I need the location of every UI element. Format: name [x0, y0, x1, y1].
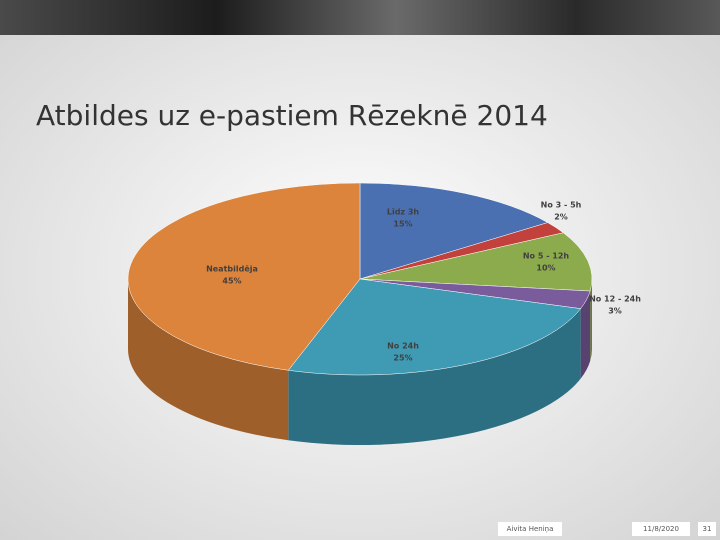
footer-box	[498, 522, 562, 536]
slice-side	[288, 308, 581, 445]
slice-side	[128, 279, 289, 441]
slice-value-label: 45%	[222, 277, 241, 286]
slice	[287, 278, 582, 376]
footer-box	[632, 522, 690, 536]
slice-side	[580, 291, 591, 379]
pie-chart: Līdz 3h 15% No 3 - 5h 2% No 5 - 12h 10% No 12 …	[127, 182, 641, 445]
slice-label: No 3 - 5h	[541, 201, 582, 210]
slice-side	[590, 279, 592, 362]
footer-page: 31	[703, 525, 712, 533]
slice-value-label: 2%	[554, 213, 568, 222]
header-band	[0, 0, 720, 35]
slice-value-label: 10%	[536, 264, 555, 273]
slice-value-label: 15%	[393, 220, 412, 229]
slice	[359, 182, 549, 280]
slice-label: No 12 - 24h	[589, 295, 641, 304]
slice-label: Līdz 3h	[387, 208, 420, 217]
slice-label: Neatbildēja	[206, 265, 258, 274]
slide-title: Atbildes uz e-pastiem Rēzeknē 2014	[36, 99, 548, 132]
slice-value-label: 3%	[608, 307, 622, 316]
slice-value-label: 25%	[393, 354, 412, 363]
footer-author: Aivita Heniņa	[507, 525, 554, 534]
slice-label: No 5 - 12h	[523, 252, 570, 261]
footer-box	[698, 522, 716, 536]
slice	[359, 232, 593, 292]
slice-label: No 24h	[387, 342, 419, 351]
slice	[127, 182, 361, 371]
footer-date: 11/8/2020	[643, 525, 679, 533]
